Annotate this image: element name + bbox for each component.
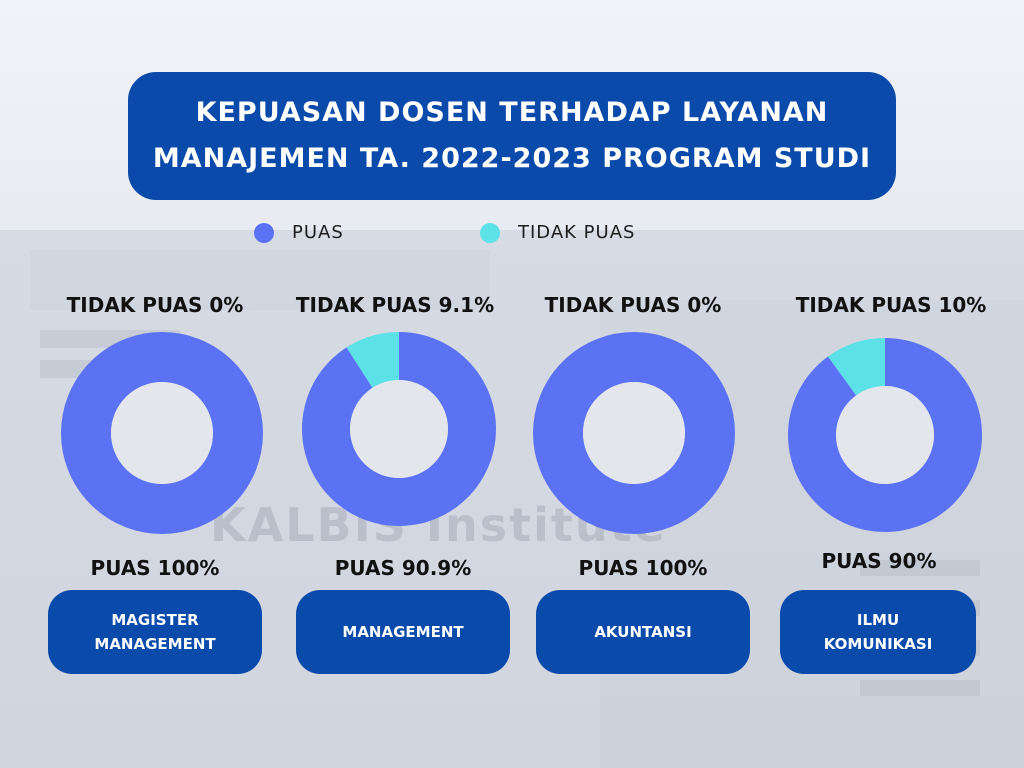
chart4-donut-hole (836, 386, 934, 484)
title-line-1: KEPUASAN DOSEN TERHADAP LAYANAN (195, 97, 829, 128)
program-button-ilmu-komunikasi[interactable]: ILMU KOMUNIKASI (780, 590, 976, 674)
chart3-bottom-label: PUAS 100% (578, 556, 708, 580)
program-label-line-1: MAGISTER (111, 611, 199, 629)
chart4-slice-tidak-puas (827, 338, 885, 396)
program-label: MANAGEMENT (342, 623, 464, 641)
program-label-line-2: KOMUNIKASI (823, 635, 933, 653)
program-button-magister-management[interactable]: MAGISTER MANAGEMENT (48, 590, 262, 674)
program-label-line-2: MANAGEMENT (94, 635, 216, 653)
legend-swatch-puas (254, 222, 274, 243)
chart1-bottom-label: PUAS 100% (90, 556, 220, 580)
program-button-management[interactable]: MANAGEMENT (296, 590, 510, 674)
legend-label-tidak-puas: TIDAK PUAS (518, 222, 636, 243)
chart2-slice-tidak-puas (346, 332, 399, 388)
legend-label-puas: PUAS (292, 222, 344, 243)
legend-item-puas: PUAS (254, 222, 344, 243)
chart2-bottom-label: PUAS 90.9% (334, 556, 472, 580)
program-button-akuntansi[interactable]: AKUNTANSI (536, 590, 750, 674)
chart3-donut-hole (583, 382, 685, 484)
title-banner: KEPUASAN DOSEN TERHADAP LAYANAN MANAJEME… (128, 72, 896, 200)
chart3-top-label: TIDAK PUAS 0% (544, 293, 722, 317)
legend-swatch-tidak-puas (480, 222, 500, 243)
chart2-donut-hole (350, 380, 448, 478)
chart1-donut-hole (111, 382, 213, 484)
chart2-slice-puas (301, 332, 496, 526)
chart4-bottom-label: PUAS 90% (821, 549, 937, 573)
program-label: AKUNTANSI (594, 623, 692, 641)
chart1-slice-puas (61, 332, 263, 534)
chart4-slice-puas (788, 338, 982, 532)
chart4-top-label: TIDAK PUAS 10% (795, 293, 987, 317)
legend: PUAS TIDAK PUAS (0, 222, 1024, 252)
chart1-top-label: TIDAK PUAS 0% (66, 293, 244, 317)
legend-item-tidak-puas: TIDAK PUAS (480, 222, 635, 243)
title-line-2: MANAJEMEN TA. 2022-2023 PROGRAM STUDI (152, 143, 872, 174)
program-label-line-1: ILMU (856, 611, 900, 629)
chart2-top-label: TIDAK PUAS 9.1% (295, 293, 495, 317)
chart3-slice-puas (533, 332, 735, 534)
